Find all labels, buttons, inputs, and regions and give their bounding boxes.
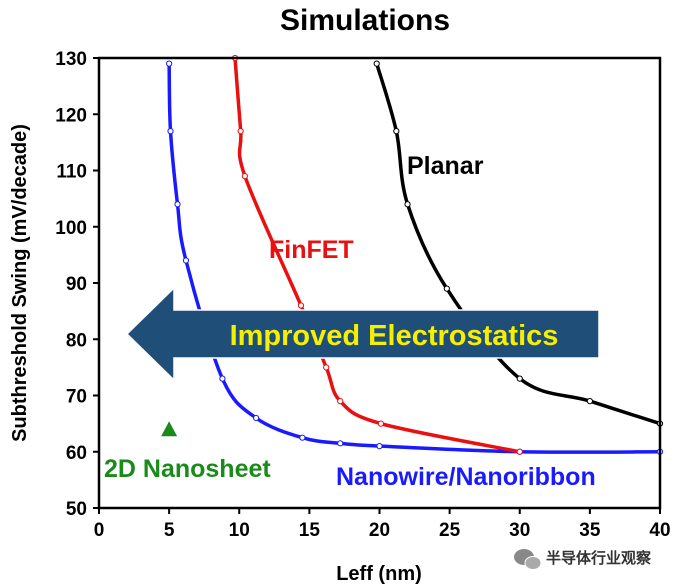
- y-tick-label: 90: [66, 274, 87, 295]
- y-axis-ticks: 50 60 70 80 90 100 110 120 130: [55, 49, 99, 520]
- marker-layer: [161, 421, 178, 437]
- series-line-planar: [375, 63, 661, 426]
- marker-label-2d-nanosheet: 2D Nanosheet: [104, 455, 271, 483]
- data-point: [337, 398, 344, 405]
- wechat-icon: [514, 549, 542, 570]
- data-point: [586, 398, 593, 405]
- data-point: [337, 440, 344, 447]
- arrow-shape: [125, 286, 600, 382]
- data-point: [252, 414, 260, 422]
- y-tick-label: 120: [55, 105, 87, 126]
- x-axis-label: Leff (nm): [336, 563, 422, 585]
- x-tick-label: 0: [94, 520, 105, 541]
- x-tick-label: 40: [649, 520, 670, 541]
- y-tick-label: 60: [66, 443, 87, 464]
- y-tick-label: 100: [55, 218, 87, 239]
- data-point: [377, 420, 385, 427]
- plot-frame: [97, 56, 662, 510]
- data-point: [373, 60, 380, 67]
- data-point: [404, 201, 411, 208]
- y-tick-label: 70: [66, 387, 87, 408]
- y-tick-label: 80: [66, 330, 87, 351]
- data-point: [376, 443, 383, 450]
- data-point: [393, 128, 400, 135]
- y-axis-label: Subthreshold Swing (mV/decade): [9, 124, 31, 442]
- chart-title: Simulations: [280, 4, 450, 37]
- data-point: [167, 128, 174, 135]
- data-point: [516, 375, 523, 382]
- x-tick-label: 35: [579, 520, 601, 541]
- x-tick-label: 20: [369, 520, 390, 541]
- x-tick-label: 30: [509, 520, 530, 541]
- series-layer: [166, 54, 664, 455]
- series-line-nanowire-nanoribbon: [167, 63, 661, 454]
- series-label-planar: Planar: [407, 152, 484, 180]
- arrow-label: Improved Electrostatics: [230, 320, 559, 352]
- data-point: [299, 434, 306, 441]
- series-label-nanowire: Nanowire/Nanoribbon: [336, 463, 596, 491]
- data-point: [182, 257, 190, 264]
- x-tick-label: 10: [229, 520, 250, 541]
- y-tick-label: 110: [56, 162, 87, 183]
- data-point: [516, 448, 523, 455]
- watermark-text: 半导体行业观察: [546, 549, 652, 567]
- x-tick-label: 25: [439, 520, 461, 541]
- data-point: [241, 173, 248, 180]
- data-point: [174, 201, 181, 208]
- data-point: [219, 375, 226, 382]
- data-point: [166, 60, 173, 67]
- data-point: [297, 302, 305, 309]
- improved-electrostatics-arrow: Improved Electrostatics: [125, 286, 600, 382]
- data-point: [443, 285, 450, 292]
- x-axis-ticks: 0 5 10 15 20 25 30 35 40: [94, 508, 671, 541]
- data-point: [323, 364, 330, 371]
- y-tick-label: 50: [66, 499, 87, 520]
- marker-2d-nanosheet: [161, 421, 178, 437]
- watermark: 半导体行业观察: [514, 549, 652, 570]
- x-tick-label: 5: [164, 520, 175, 541]
- series-planar: [373, 60, 664, 427]
- y-tick-label: 130: [55, 49, 87, 70]
- series-label-finfet: FinFET: [269, 236, 354, 264]
- data-point: [237, 128, 244, 135]
- x-tick-label: 15: [299, 520, 321, 541]
